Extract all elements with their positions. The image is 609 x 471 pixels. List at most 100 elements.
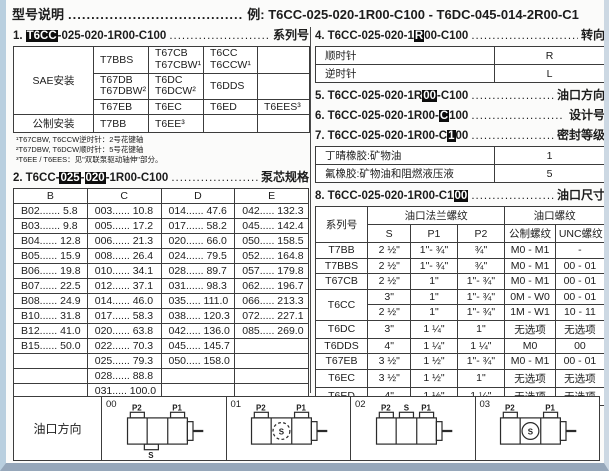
highlight-segment: 1 [447, 130, 456, 142]
cell: 014...... 46.0 [86, 293, 162, 310]
table-row: 025...... 79.3 050..... 158.0 [13, 353, 309, 370]
cell: B08...... 24.9 [13, 293, 88, 310]
section-6-title: 6. T6CC-025-020-1R00-C100 ...............… [315, 106, 604, 123]
diagram-cell-02: 02 P2 S [350, 396, 476, 461]
table-row: T7BBS 2 ½" 1"- ¾" ¾" M0 - M1 00 - 01 [314, 257, 604, 274]
cell [234, 368, 309, 385]
section-2-title: 2. T6CC-025-020-1R00-C100 ...............… [13, 168, 309, 185]
section-1-title: 1. T6CC-025-020-1R00-C100 ...............… [13, 26, 309, 43]
cell: 038..... 120.3 [160, 308, 236, 325]
series-cell [203, 114, 258, 133]
cell: 00 - 01 [554, 257, 604, 274]
table-row: T7BB 2 ½" 1"- ¾" ¾" M0 - M1- [314, 242, 604, 259]
page-title: 型号说明 [12, 7, 65, 22]
diagram-code-00: 00 [106, 399, 117, 410]
cell: 2 ½" [367, 242, 412, 259]
highlight-segment: C [438, 110, 450, 122]
table-row: 公制安装 T7BB T6EE³ [13, 114, 310, 133]
cell: 3 ½" [367, 368, 412, 388]
section-8-title: 8. T6CC-025-020-1R00-C100 ...............… [315, 186, 604, 203]
cell [234, 338, 309, 355]
cell: T6DC [314, 319, 369, 339]
highlight-segment: 00 [422, 90, 437, 102]
dot-leader: ..................... [471, 190, 554, 202]
highlight-segment: 00 [453, 190, 469, 202]
column-header: P2 [456, 224, 506, 243]
footnote-1: ¹T67CBW, T6CCW逆时针：2号花键轴 [16, 135, 144, 144]
dot-leader: .......................... [471, 30, 578, 42]
table-row: B07...... 22.5 012...... 37.1 031...... 98… [13, 278, 309, 295]
cell: 085..... 269.0 [234, 323, 309, 340]
series-cell [257, 46, 310, 74]
cell: 1"- ¾" [456, 304, 506, 321]
cell: 057..... 179.8 [234, 263, 309, 280]
series-cell: T6DC T6DCW² [148, 72, 204, 100]
section-label: 密封等级 [556, 128, 605, 142]
cell [160, 368, 236, 385]
cell: 010...... 34.1 [86, 263, 162, 280]
series-cell: T6EE³ [148, 114, 204, 133]
diagram-code-01: 01 [230, 399, 242, 410]
column-header: E [234, 188, 309, 205]
highlight-segment: T6CC [25, 30, 58, 42]
cell: 氟橡胶:矿物油和阻燃液压液 [314, 164, 496, 183]
section-label: 泵芯规格 [260, 170, 309, 185]
cell: 008...... 26.4 [86, 248, 162, 265]
diagram-code-02: 02 [355, 399, 366, 410]
port-direction-section: 油口方向 00 P2 [13, 396, 600, 461]
cell: 017...... 58.3 [86, 308, 162, 325]
cell: 无选项 [504, 319, 556, 339]
cell: 025...... 79.3 [86, 353, 162, 370]
cell: 3 ½" [367, 353, 412, 370]
highlight-segment: 020 [84, 172, 106, 185]
table-row: T6EC 3 ½" 1 ½" 1" 无选项 无选项 [314, 368, 604, 388]
table-row: T6CC 3" 1" 1"- ¾" 0M - W0 00 - 01 [314, 288, 604, 321]
cell: 050..... 158.5 [234, 233, 309, 250]
cell: 031..... 100.0 [86, 383, 162, 400]
cell: T6DDS [314, 337, 369, 354]
port-label-p2: P2 [256, 403, 266, 412]
cell: M0 [504, 337, 556, 354]
model-code: 7. T6CC-025-020-1R00-C100 [315, 130, 469, 142]
cell: 022...... 70.3 [86, 338, 162, 355]
column-divider [310, 27, 311, 393]
series-cell: T6CC T6CCW¹ [203, 46, 258, 74]
table-row: B12...... 41.0 020...... 63.8 042..... 136… [13, 323, 309, 340]
cell: 1 ¼" [456, 337, 506, 354]
dot-leader: ..................... [471, 90, 554, 102]
table-row: 氟橡胶:矿物油和阻燃液压液 5 [314, 164, 604, 183]
column-header: 油口螺纹 [504, 206, 604, 225]
cell: 1 ½" [410, 353, 458, 370]
cell: 1" [410, 304, 458, 321]
model-code: 8. T6CC-025-020-1R00-C100 [315, 190, 469, 202]
diagram-cell-00: 00 P2 P1 [101, 396, 227, 461]
cell: 1 ¼" [410, 319, 458, 339]
cell: 1 ¼" [410, 337, 458, 354]
column-header: 油口法兰螺纹 [367, 206, 506, 225]
series-cell: T6DDS [203, 72, 258, 100]
series-cell: T7BBS [93, 46, 149, 74]
cell: M0 - M1 [504, 257, 556, 274]
dot-leader: ..................... [471, 130, 554, 142]
series-cell: T7BB [93, 114, 149, 133]
port-label-p2: P2 [132, 403, 142, 412]
section-label: 油口方向 [556, 88, 605, 102]
cell: 1 [494, 146, 604, 165]
footnote-2: ²T67DBW, T6DCW顺时针：5号花键轴 [16, 145, 144, 155]
cell: 062..... 196.7 [234, 278, 309, 295]
cell: T7BBS [314, 257, 369, 274]
cell: 020...... 63.8 [86, 323, 162, 340]
cell [13, 353, 88, 370]
pump-diagram-00: P2 P1 S [126, 403, 204, 460]
table-row: B02....... 5.8 003...... 10.8 014...... 47… [13, 203, 309, 220]
cell: 072..... 227.1 [234, 308, 309, 325]
mount-label-sae: SAE安装 [13, 46, 94, 115]
column-header: P1 [410, 224, 458, 243]
cell: 005...... 17.2 [86, 218, 162, 235]
port-label-p2: P2 [381, 403, 391, 412]
cell: 1" [456, 319, 506, 339]
cell: B07...... 22.5 [13, 278, 88, 295]
cell: T67CB [314, 273, 369, 290]
cell: 4" [367, 337, 412, 354]
cell: T7BB [314, 242, 369, 259]
